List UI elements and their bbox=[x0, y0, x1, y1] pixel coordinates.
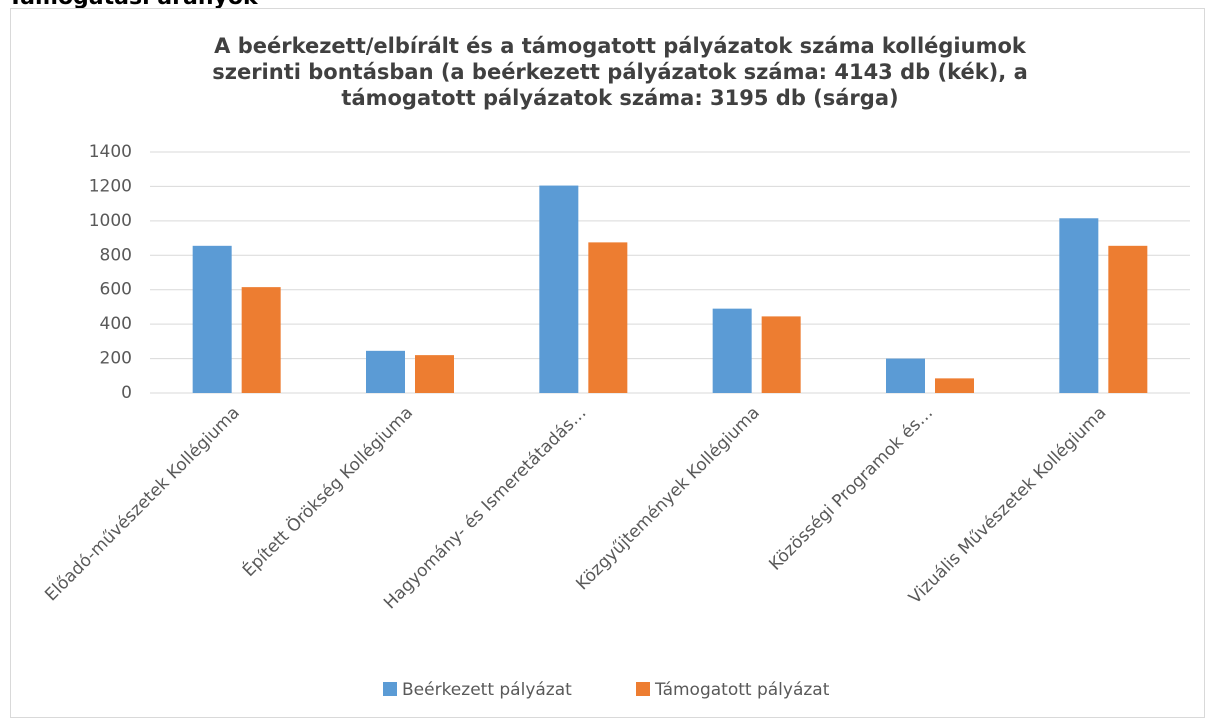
bar bbox=[539, 185, 579, 393]
legend-label: Beérkezett pályázat bbox=[402, 680, 572, 700]
y-tick-label: 1400 bbox=[89, 142, 132, 162]
chart-title: támogatott pályázatok száma: 3195 db (sá… bbox=[341, 86, 898, 110]
legend-swatch bbox=[383, 682, 397, 696]
bar bbox=[415, 355, 454, 393]
legend-label: Támogatott pályázat bbox=[654, 680, 830, 700]
y-tick-label: 800 bbox=[100, 245, 132, 265]
bar bbox=[761, 316, 801, 393]
page-heading: Támogatási arányok bbox=[8, 0, 259, 10]
legend-swatch bbox=[636, 682, 650, 696]
bar bbox=[886, 358, 925, 393]
y-tick-label: 1200 bbox=[89, 176, 132, 196]
bar bbox=[712, 308, 752, 393]
bar bbox=[192, 245, 232, 393]
bar bbox=[241, 287, 281, 393]
bar bbox=[588, 242, 628, 393]
y-tick-label: 400 bbox=[100, 314, 132, 334]
bar bbox=[935, 378, 974, 393]
y-tick-label: 1000 bbox=[89, 211, 132, 231]
bar bbox=[1108, 245, 1148, 393]
y-tick-label: 600 bbox=[100, 280, 132, 300]
chart-title: szerinti bontásban (a beérkezett pályáza… bbox=[212, 60, 1028, 84]
bar bbox=[366, 350, 405, 393]
y-tick-label: 0 bbox=[121, 383, 132, 403]
chart-title: A beérkezett/elbírált és a támogatott pá… bbox=[214, 34, 1027, 58]
y-tick-label: 200 bbox=[100, 349, 132, 369]
bar bbox=[1059, 218, 1099, 393]
